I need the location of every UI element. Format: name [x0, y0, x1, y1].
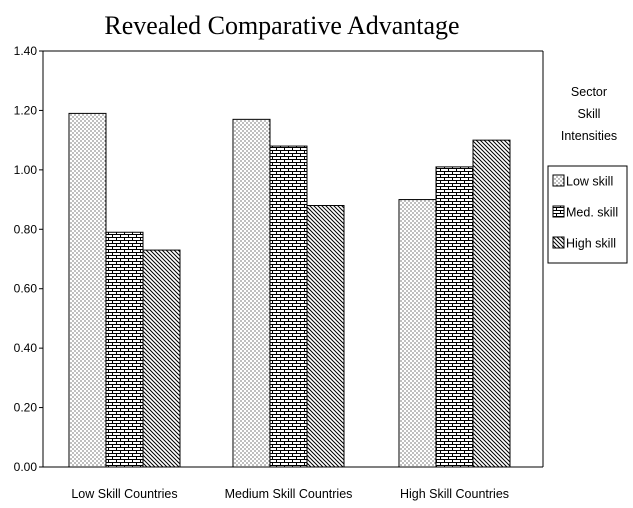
legend-label-med-skill: Med. skill [566, 206, 618, 220]
chart-title: Revealed Comparative Advantage [104, 11, 459, 40]
y-tick-label: 0.40 [14, 341, 38, 355]
legend-title-line-1: Sector [571, 85, 607, 99]
legend-swatch-med-skill [552, 205, 565, 218]
legend-title-line-2: Skill [578, 107, 601, 121]
y-tick-label: 0.60 [14, 282, 38, 296]
bar-med-skill-1 [105, 231, 144, 468]
bars-group [68, 112, 511, 468]
category-label-3: High Skill Countries [400, 487, 509, 501]
category-label-1: Low Skill Countries [71, 487, 177, 501]
y-tick-label: 0.20 [14, 401, 38, 415]
y-tick-label: 0.00 [14, 460, 38, 474]
legend-title: Sector Skill Intensities [561, 85, 617, 143]
legend-label-high-skill: High skill [566, 237, 616, 251]
legend-label-low-skill: Low skill [566, 175, 613, 189]
bar-high-skill-3 [472, 139, 511, 468]
bar-high-skill-2 [306, 205, 345, 468]
legend-swatch-low-skill [552, 174, 565, 187]
y-tick-label: 1.00 [14, 163, 38, 177]
bar-low-skill-2 [232, 118, 271, 468]
category-labels: Low Skill Countries Medium Skill Countrie… [71, 487, 509, 501]
y-tick-label: 0.80 [14, 222, 38, 236]
bar-high-skill-1 [142, 249, 181, 468]
category-label-2: Medium Skill Countries [225, 487, 353, 501]
bar-med-skill-2 [269, 145, 308, 468]
bar-low-skill-3 [398, 199, 437, 468]
legend: Low skill Med. skill High skill [547, 165, 628, 264]
legend-swatch-high-skill [552, 236, 565, 249]
bar-low-skill-1 [68, 112, 107, 468]
y-axis-ticks: 0.00 0.20 0.40 0.60 0.80 1.00 1.20 1.40 [14, 44, 43, 474]
legend-title-line-3: Intensities [561, 129, 617, 143]
y-tick-label: 1.40 [14, 44, 38, 58]
y-tick-label: 1.20 [14, 103, 38, 117]
bar-med-skill-3 [435, 166, 474, 468]
